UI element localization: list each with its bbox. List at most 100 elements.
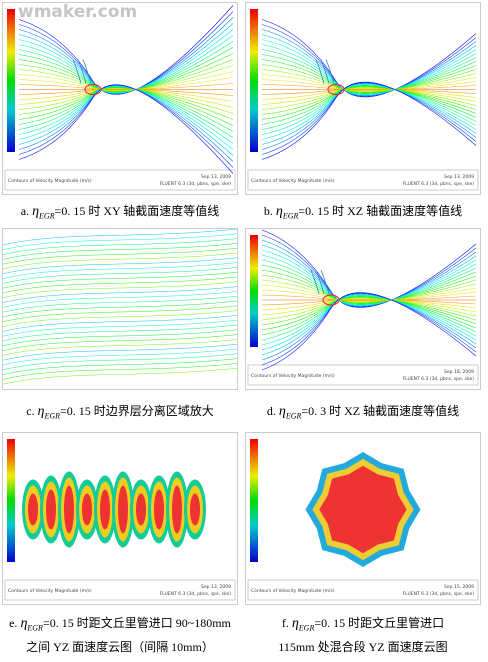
contour-line [261,19,477,98]
caption-symbol: η [278,404,286,419]
contour-line [3,286,237,303]
contour-line [261,34,477,96]
contour-line [3,363,237,380]
footer-box [247,364,479,386]
contour-line [261,49,477,95]
caption-subscript: EGR [39,211,55,221]
panel-image: Contours of Velocity Magnitude (m/s) Sep … [4,439,236,601]
footer-solver: FLUENT 6.3 (3d, pbns, spe, ske) [160,181,232,187]
contour-line [3,295,237,313]
footer-date: Sep 15, 2009 [444,584,474,590]
contour-line [3,291,237,308]
caption-text: =0. 15 时距文丘里管进口 90~180mm [42,616,231,630]
panel-image: Contours of Velocity Magnitude (m/s) Sep … [247,439,479,601]
caption-label: b. [263,204,273,218]
panel-image: Contours of Velocity Magnitude (m/s) Sep … [247,9,479,191]
footer-solver: FLUENT 6.3 (3d, pbns, spe, ske) [403,591,475,597]
figure-panel: Contours of Velocity Magnitude (m/s) Sep … [2,432,238,605]
contour-line [18,77,234,91]
caption-symbol: η [37,404,45,419]
caption-label: d. [266,404,276,418]
colorbar [250,439,258,562]
contour-line [3,339,237,356]
contour-line [3,300,237,318]
panel-caption: e. ηEGR=0. 15 时距文丘里管进口 90~180mm 之间 YZ 面速度… [0,614,242,655]
caption-text: =0. 15 时距文丘里管进口 [314,616,445,630]
caption-text: =0. 15 时 XY 轴截面速度等值线 [54,204,220,218]
inlet-jet [82,59,92,84]
contour-line [18,86,234,144]
caption-subscript: EGR [298,623,315,633]
panel-caption: d. ηEGR=0. 3 时 XZ 轴截面速度等值线 [241,402,485,420]
contour-line [261,54,477,94]
figure-panel: Contours of Velocity Magnitude (m/s) Sep … [2,2,238,195]
contour-line [18,83,234,91]
caption-subscript: EGR [285,411,302,421]
panel-image [3,229,237,385]
section-contour [190,493,200,526]
contour-line [261,79,477,91]
contour-line [3,305,237,323]
panel-caption: a. ηEGR=0. 15 时 XY 轴截面速度等值线 [0,202,242,220]
contour-line [3,358,237,375]
footer-text: Contours of Velocity Magnitude (m/s) [8,178,92,184]
footer-date: Sep 13, 2009 [201,584,231,590]
contour-line [261,292,477,371]
caption-symbol: η [291,616,299,631]
footer-text: Contours of Velocity Magnitude (m/s) [251,588,335,594]
caption-label: c. [26,404,35,418]
watermark: wmaker.com [18,2,138,22]
inlet-jet [310,269,320,295]
inlet-jet [320,59,330,84]
footer-date: Sep 18, 2009 [444,369,474,375]
throat [84,84,102,95]
footer-box [247,169,479,191]
section-contour [118,485,128,534]
section-contour [100,489,110,530]
contour-line [18,71,234,91]
caption-symbol: η [275,204,283,219]
contour-line [18,86,234,132]
contour-line [3,310,237,327]
section-contour [319,465,407,554]
panel-caption: c. ηEGR=0. 15 时边界层分离区域放大 [0,402,242,420]
throat [327,84,345,95]
contour-line [3,243,237,260]
contour-line [261,249,477,306]
panel-caption: b. ηEGR=0. 15 时 XZ 轴截面速度等值线 [241,202,485,220]
section-contour [136,493,146,526]
inlet-jet [320,269,330,295]
section-contour [154,489,164,530]
panel-image: Contours of Velocity Magnitude (m/s) Sep … [4,5,236,191]
panel-image: Contours of Velocity Magnitude (m/s) Sep … [247,229,479,386]
contour-line [3,247,237,265]
footer-date: Sep 13, 2009 [201,174,231,180]
contour-line [3,367,237,385]
contour-line [3,329,237,347]
contour-line [3,315,237,332]
contour-line [3,276,237,294]
caption-label: f. [281,616,289,630]
footer-text: Contours of Velocity Magnitude (m/s) [8,588,92,594]
figure-panel: Contours of Velocity Magnitude (m/s) Sep … [245,432,481,605]
caption-label: e. [9,616,18,630]
contour-line [18,84,234,174]
section-contour [46,489,56,530]
inlet-jet [325,59,335,84]
caption-label: a. [20,204,30,218]
contour-line [3,343,237,361]
section-contour [28,493,38,526]
footer-text: Contours of Velocity Magnitude (m/s) [251,178,335,184]
contour-line [261,84,477,91]
caption-subscript: EGR [282,211,299,221]
footer-solver: FLUENT 6.3 (3d, pbns, spe, ske) [403,376,475,382]
contour-line [261,74,477,92]
contour-line [3,229,237,246]
footer-box [4,169,236,191]
panel-caption: f. ηEGR=0. 15 时距文丘里管进口 115mm 处混合段 YZ 面速度云… [241,614,485,655]
contour-line [3,319,237,337]
inlet-jet [315,269,325,295]
colorbar [250,235,258,347]
caption-subscript: EGR [44,411,61,421]
